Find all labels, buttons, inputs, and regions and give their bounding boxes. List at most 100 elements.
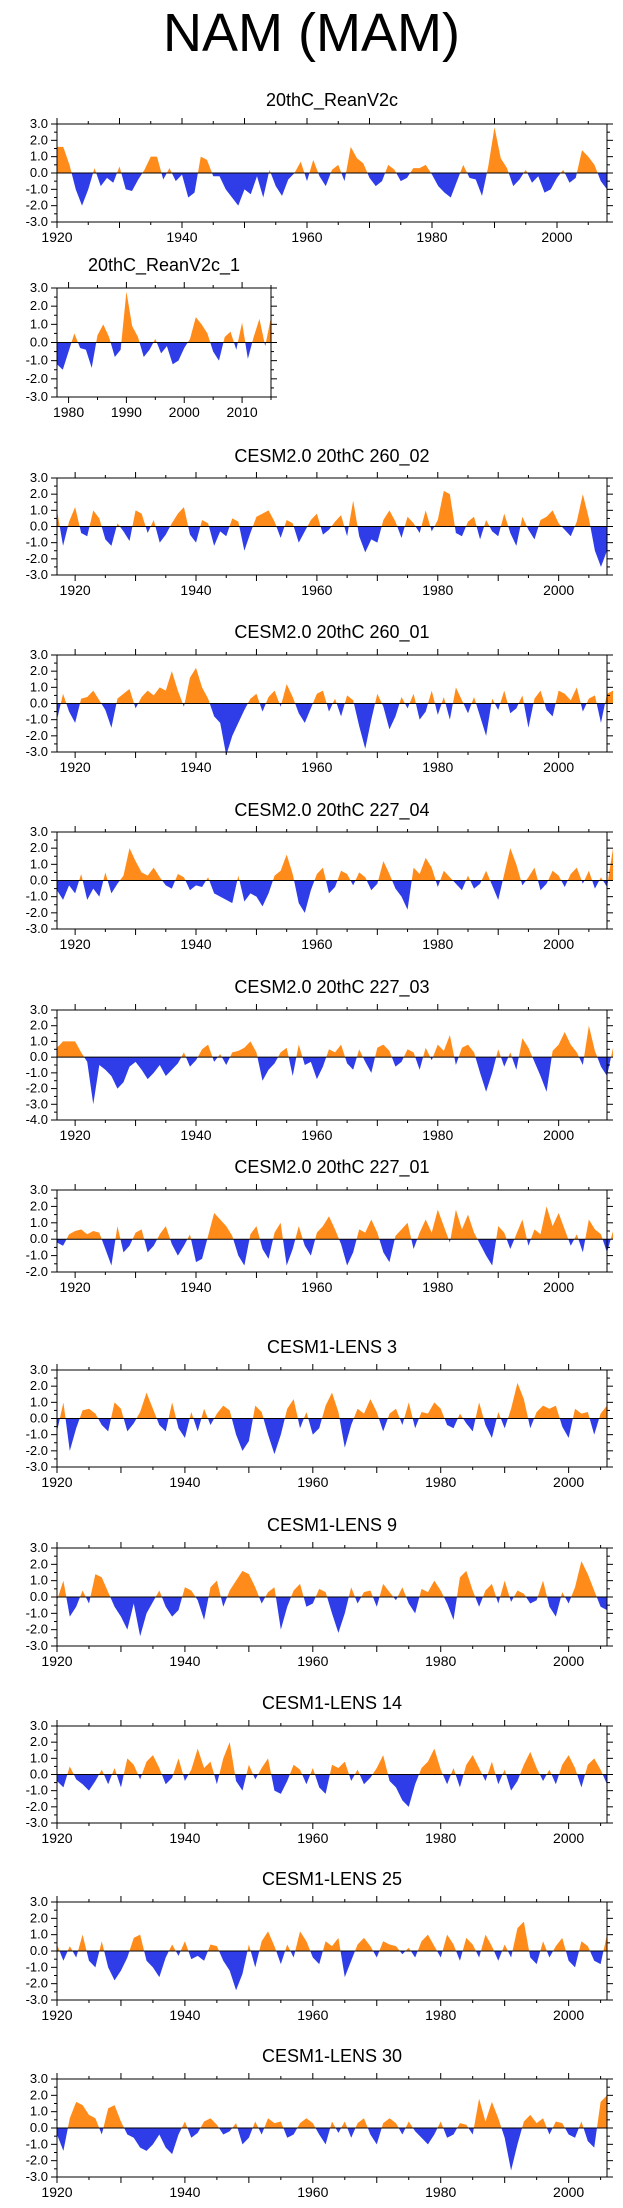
y-tick-label: 2.0: [30, 840, 48, 855]
y-tick-label: -1.0: [26, 1248, 48, 1263]
chart-title: CESM1-LENS 14: [262, 1693, 402, 1713]
x-tick-label: 2000: [543, 1279, 574, 1295]
x-tick-label: 1920: [60, 1279, 91, 1295]
y-tick-label: -3.0: [26, 214, 48, 229]
y-tick-label: 3.0: [30, 116, 48, 131]
negative-area: [71, 173, 608, 206]
x-tick-label: 1960: [291, 229, 322, 245]
chart-title: CESM1-LENS 3: [267, 1337, 397, 1357]
y-tick-label: 0.0: [30, 165, 48, 180]
y-tick-label: 1.0: [30, 679, 48, 694]
y-tick-label: 3.0: [30, 1002, 48, 1017]
positive-area: [57, 127, 598, 173]
y-tick-label: 2.0: [30, 486, 48, 501]
y-tick-label: -2.0: [26, 1799, 48, 1814]
negative-area: [57, 342, 266, 370]
x-tick-label: 2000: [169, 404, 200, 420]
positive-area: [57, 1921, 607, 1951]
y-tick-label: 0.0: [30, 1767, 48, 1782]
x-tick-label: 1960: [301, 582, 332, 598]
x-tick-label: 1940: [169, 2007, 200, 2023]
chart-panel-3: CESM2.0 20thC 260_02 3.02.01.0 0.0-1.0-2.0…: [26, 446, 613, 598]
chart-panel-8: CESM1-LENS 3 3.02.01.0 0.0-1.0-2.0-3.01920…: [26, 1337, 613, 1490]
y-tick-label: 0.0: [30, 873, 48, 888]
chart-panel-4: CESM2.0 20thC 260_01 3.02.01.0 0.0-1.0-2.0…: [26, 622, 614, 775]
x-tick-label: 1980: [425, 1474, 456, 1490]
y-tick-label: -3.0: [26, 1638, 48, 1653]
y-tick-label: -1.0: [26, 181, 48, 196]
chart-panel-11: CESM1-LENS 25 3.02.0 1.00.0-1.0 -2.0-3.0192…: [26, 1869, 613, 2023]
y-tick-label: -3.0: [26, 1992, 48, 2007]
x-tick-label: 1940: [169, 1830, 200, 1846]
y-tick-label: 2.0: [30, 1198, 48, 1213]
y-tick-label: -2.0: [26, 905, 48, 920]
chart-title: CESM1-LENS 30: [262, 2046, 402, 2066]
positive-area: [58, 1561, 597, 1597]
x-tick-label: 2000: [553, 2184, 584, 2200]
x-tick-label: 1940: [169, 1474, 200, 1490]
chart-panel-10: CESM1-LENS 14 3.02.01.0 0.0-1.0-2.0-3.0192…: [26, 1693, 613, 1846]
y-tick-label: -1.0: [26, 535, 48, 550]
y-tick-label: -2.0: [26, 371, 48, 386]
x-tick-label: 2000: [543, 759, 574, 775]
y-tick-label: 2.0: [30, 1734, 48, 1749]
chart-title: CESM2.0 20thC 227_03: [234, 977, 429, 998]
x-tick-label: 1960: [301, 1279, 332, 1295]
x-tick-label: 2000: [543, 1127, 574, 1143]
y-tick-label: 2.0: [30, 663, 48, 678]
y-tick-label: -1.0: [26, 1783, 48, 1798]
positive-area: [67, 2095, 608, 2128]
y-tick-label: 2.0: [30, 132, 48, 147]
x-tick-label: 1960: [297, 1830, 328, 1846]
x-tick-label: 1940: [180, 1279, 211, 1295]
y-tick-label: -3.0: [26, 2169, 48, 2184]
y-tick-label: -3.0: [26, 1815, 48, 1830]
negative-area: [57, 1774, 607, 1807]
chart-panel-6: CESM2.0 20thC 227_03 3.02.01.00.0-1.0-2.0…: [26, 977, 614, 1143]
x-tick-label: 1960: [297, 1653, 328, 1669]
y-tick-label: 1.0: [30, 1927, 48, 1942]
y-tick-label: 1.0: [30, 2104, 48, 2119]
y-tick-label: 0.0: [30, 1943, 48, 1958]
x-tick-label: 2000: [541, 229, 572, 245]
chart-panel-9: CESM1-LENS 9 3.02.0 1.00.0-1.0 -2.0-3.01920…: [26, 1515, 613, 1669]
y-tick-label: 0.0: [30, 2120, 48, 2135]
x-tick-label: 1940: [180, 936, 211, 952]
y-tick-label: -1.0: [26, 1605, 48, 1620]
y-tick-label: -3.0: [26, 744, 48, 759]
y-tick-label: 1.0: [30, 316, 48, 331]
y-tick-label: 3.0: [30, 1182, 48, 1197]
x-tick-label: 1980: [425, 2184, 456, 2200]
x-tick-label: 1960: [297, 1474, 328, 1490]
chart-title: CESM2.0 20thC 260_01: [234, 622, 429, 643]
x-tick-label: 1980: [422, 759, 453, 775]
y-tick-label: 1.0: [30, 1750, 48, 1765]
y-tick-label: 1.0: [30, 1033, 48, 1048]
x-tick-label: 1980: [425, 1830, 456, 1846]
y-tick-label: -1.0: [26, 2136, 48, 2151]
y-tick-label: 3.0: [30, 280, 48, 295]
x-tick-label: 1920: [41, 1653, 72, 1669]
x-tick-label: 1980: [422, 1279, 453, 1295]
y-tick-label: 1.0: [30, 1394, 48, 1409]
chart-panel-5: CESM2.0 20thC 227_04 3.02.01.0 0.0-1.0-2.0…: [26, 800, 614, 952]
x-tick-label: 1920: [60, 936, 91, 952]
y-tick-label: -2.0: [26, 198, 48, 213]
x-tick-label: 2000: [553, 1830, 584, 1846]
x-tick-label: 1980: [422, 1127, 453, 1143]
main-title: NAM (MAM): [163, 3, 460, 63]
y-tick-label: 0.0: [30, 335, 48, 350]
x-tick-label: 1960: [297, 2184, 328, 2200]
x-tick-label: 1940: [169, 2184, 200, 2200]
y-tick-label: 3.0: [30, 1718, 48, 1733]
y-tick-label: 2.0: [30, 2087, 48, 2102]
negative-area: [57, 2128, 597, 2171]
y-tick-label: 3.0: [30, 824, 48, 839]
chart-title: CESM2.0 20thC 227_01: [234, 1157, 429, 1178]
x-tick-label: 1940: [180, 759, 211, 775]
y-tick-label: -1.0: [26, 712, 48, 727]
y-tick-label: 1.0: [30, 502, 48, 517]
y-tick-label: -3.0: [26, 921, 48, 936]
y-tick-label: -2.0: [26, 1081, 48, 1096]
